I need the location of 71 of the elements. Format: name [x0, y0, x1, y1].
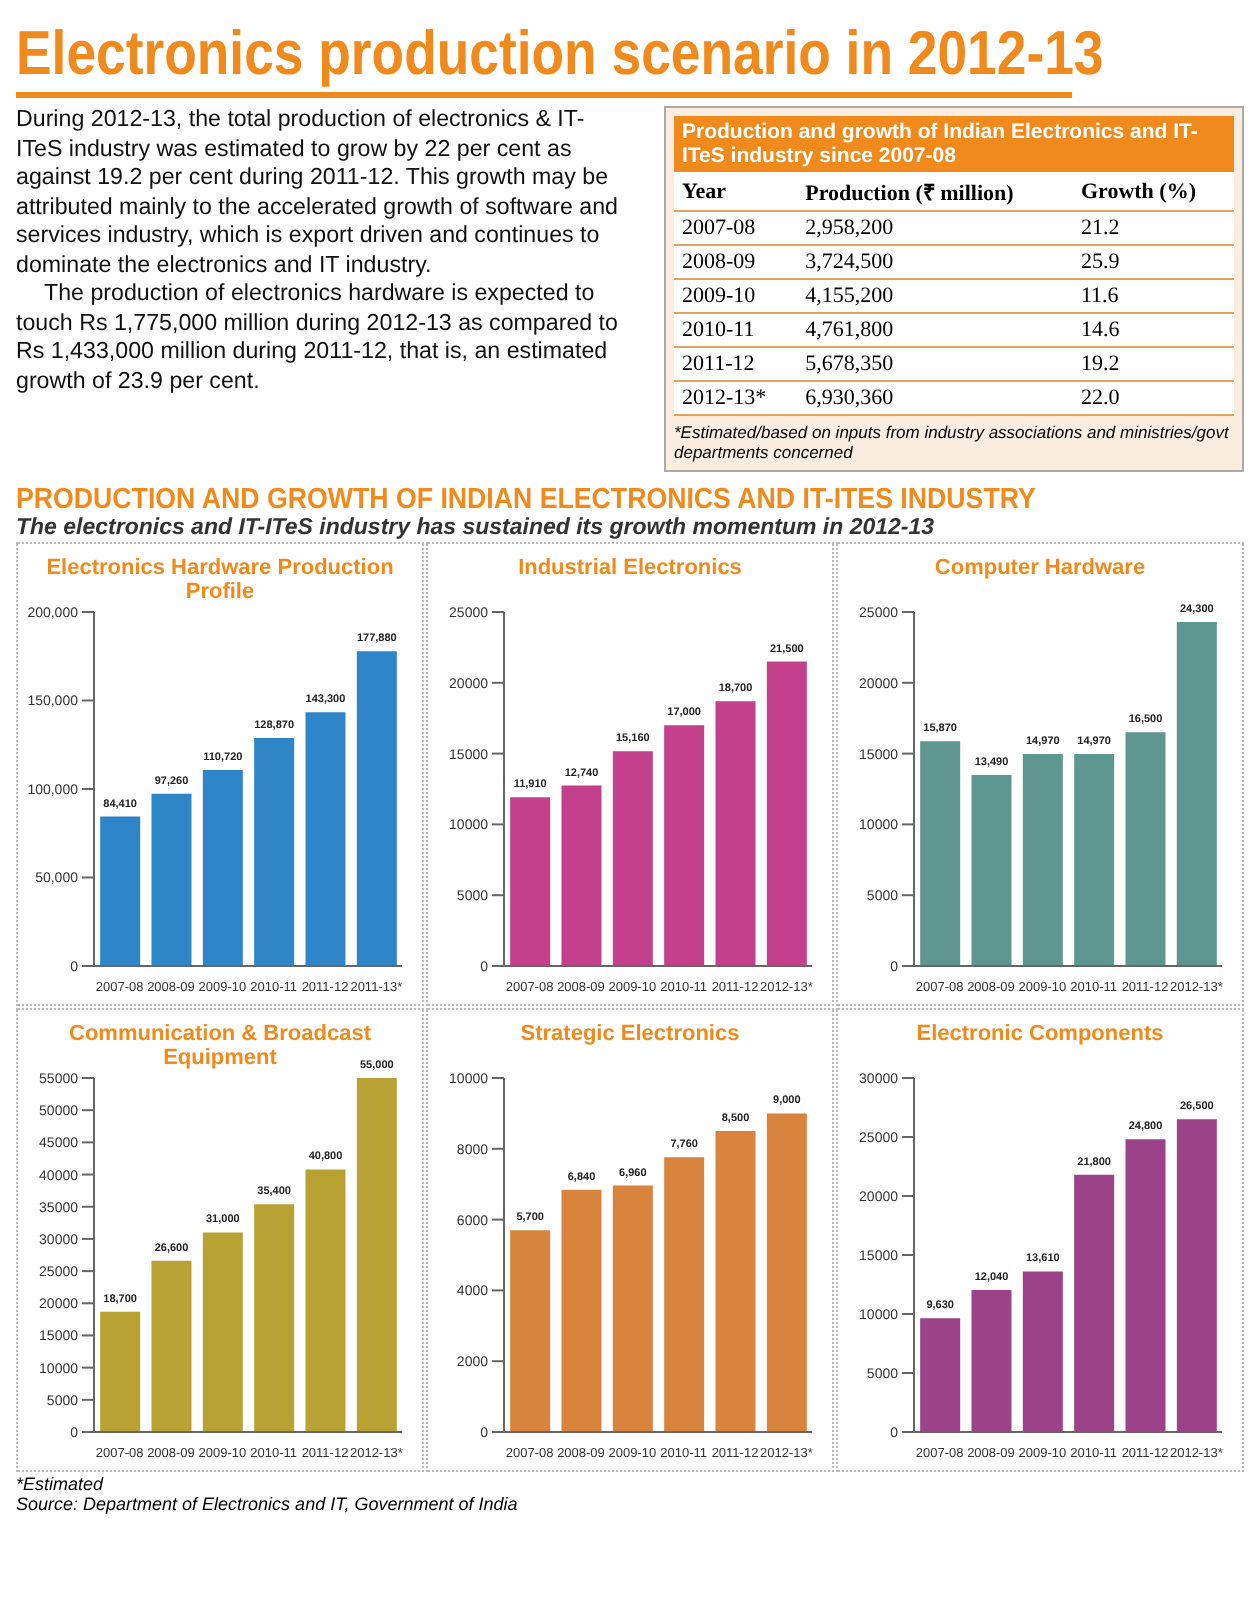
bar: [920, 1318, 961, 1432]
data-label: 11.6: [1072, 279, 1234, 313]
data-label: 19.2: [1072, 347, 1234, 381]
bar: [1022, 754, 1063, 966]
category-label: 2011-12: [674, 347, 798, 381]
data-label: 14.6: [1072, 313, 1234, 347]
bar: [151, 1260, 192, 1432]
bar: [305, 712, 346, 966]
text: Production and growth of Indian Electronics and IT-ITeS industry since 2007-08: [682, 120, 1198, 168]
series-label: Production (₹ million): [805, 182, 1014, 206]
data-label: 2,958,200: [797, 211, 1073, 245]
bar: [100, 816, 141, 966]
bar: [305, 1169, 346, 1432]
text: Year: [682, 179, 726, 203]
text: During 2012-13, the total production of electronics & IT-ITeS industry was estimated to grow by 22 per cent as against 19.2 per cent during 2011-12. This growth may be attributed mainly to the accelerated growth of software and services industry, which is export driven and continues to dominate the electronics and IT industry.: [16, 106, 618, 277]
data-label: 4,761,800: [797, 313, 1073, 347]
series-label: Growth (%): [1080, 179, 1196, 203]
bar: [254, 1204, 295, 1432]
category-label: 2007-08: [674, 211, 798, 245]
bar: [1022, 1271, 1063, 1432]
bar: [1074, 754, 1115, 966]
bar: [612, 1185, 653, 1432]
bar: [254, 737, 295, 966]
category-label: 2010-11: [674, 313, 798, 347]
bar: [356, 1078, 397, 1432]
data-label: 3,724,500: [797, 245, 1073, 279]
chart-title: Electronic Components: [916, 1022, 1164, 1046]
text: Electronics production scenario in 2012-13: [16, 18, 1104, 88]
category-label: 2009-10: [674, 279, 798, 313]
bar: [920, 741, 961, 966]
chart-title: Computer Hardware: [934, 556, 1146, 580]
bar: [561, 1189, 602, 1432]
bar: [612, 751, 653, 966]
bar: [1176, 1119, 1217, 1432]
bar: [356, 651, 397, 966]
text: PRODUCTION AND GROWTH OF INDIAN ELECTRONICS AND IT-ITES INDUSTRY: [16, 484, 1036, 516]
data-label: 6,930,360: [797, 381, 1073, 415]
bar: [510, 1230, 551, 1432]
chart-title: Electronics Hardware Production Profile: [46, 556, 394, 604]
bar: [202, 770, 243, 966]
bar: [766, 1113, 807, 1432]
bar: [100, 1311, 141, 1432]
text: *Estimated/based on inputs from industry associations and ministries/govt departments concerned: [674, 422, 1229, 462]
bar: [664, 725, 705, 966]
data-label: 22.0: [1072, 381, 1234, 415]
bar: [1125, 1139, 1166, 1432]
category-label: 2008-09: [674, 245, 798, 279]
bar: [971, 774, 1012, 966]
data-label: 21.2: [1072, 211, 1234, 245]
bar: [1074, 1174, 1115, 1432]
bar: [766, 661, 807, 966]
bar: [715, 1131, 756, 1432]
bar: [1125, 732, 1166, 966]
source-note: Source: Department of Electronics and IT, Government of India: [16, 1494, 518, 1514]
text: *Estimated: [16, 1474, 104, 1494]
text: The production of electronics hardware is expected to touch Rs 1,775,000 million during 2012-13 as compared to Rs 1,433,000 million during 2011-12, that is, an estimated growth of 23.9 per cent.: [16, 280, 618, 393]
chart-title: Strategic Electronics: [520, 1022, 740, 1046]
category-label: 2012-13*: [674, 381, 798, 415]
data-label: 4,155,200: [797, 279, 1073, 313]
bar: [561, 785, 602, 966]
bar: [971, 1289, 1012, 1432]
bar: [664, 1157, 705, 1432]
data-label: 25.9: [1072, 245, 1234, 279]
chart-title: Industrial Electronics: [518, 556, 742, 580]
bar: [510, 797, 551, 966]
data-label: 5,678,350: [797, 347, 1073, 381]
bar: [202, 1232, 243, 1432]
bar: [1176, 621, 1217, 966]
text: The electronics and IT-ITeS industry has sustained its growth momentum in 2012-13: [16, 516, 935, 540]
bar: [151, 793, 192, 966]
bar: [715, 701, 756, 966]
